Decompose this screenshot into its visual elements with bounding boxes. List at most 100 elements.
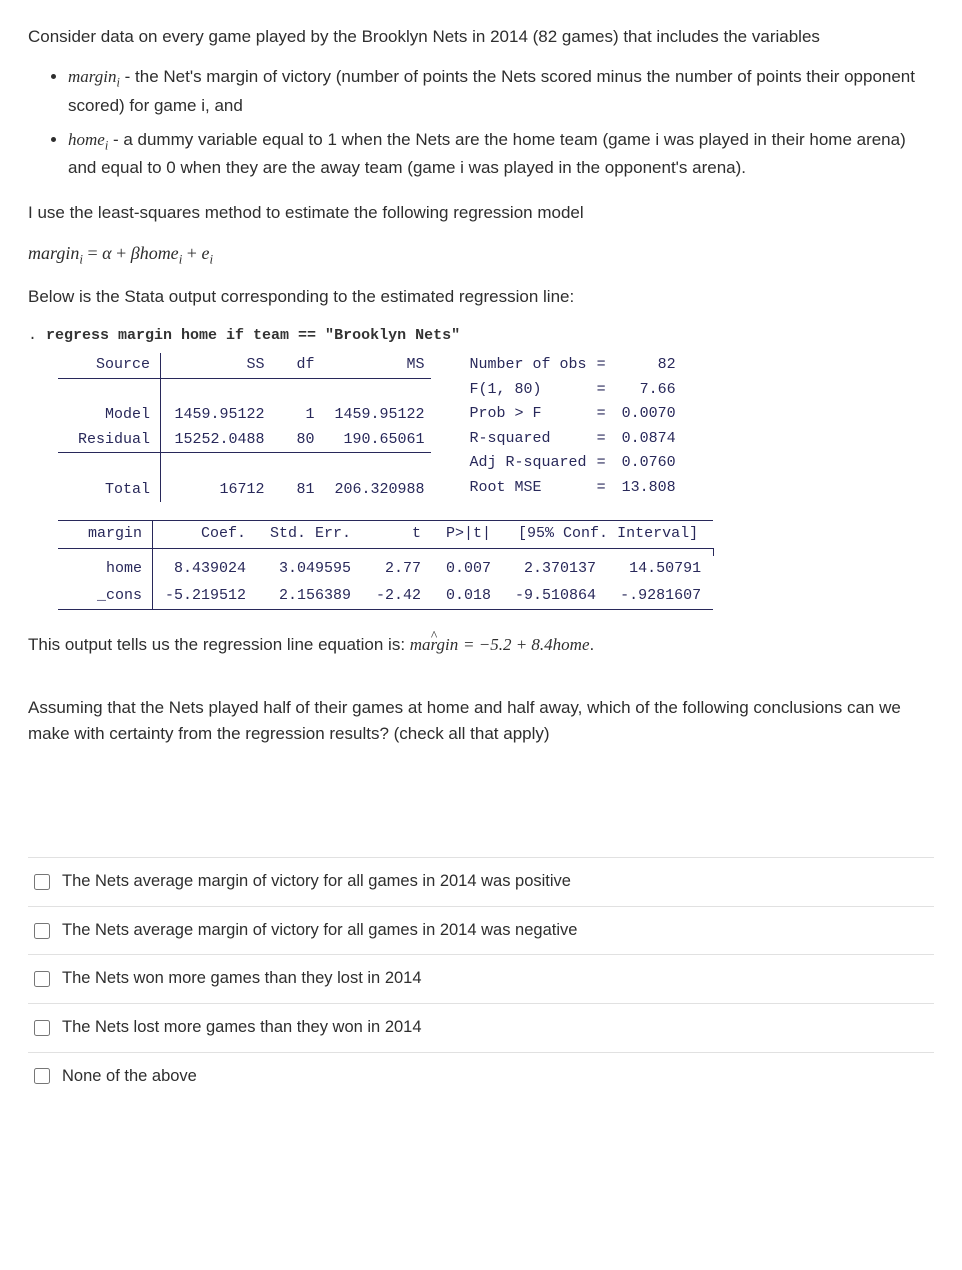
intro-text: Consider data on every game played by th…: [28, 24, 934, 50]
method-text: I use the least-squares method to estima…: [28, 200, 934, 226]
stat-label: F(1, 80): [464, 378, 591, 403]
coef-cell: 0.007: [433, 556, 503, 583]
coef-cell: 3.049595: [258, 556, 363, 583]
margin-hat: margin: [410, 632, 459, 658]
anova-hdr: SS: [161, 353, 271, 378]
coef-hdr: Coef.: [153, 521, 259, 549]
coef-hdr: Std. Err.: [258, 521, 363, 549]
eqn-sub: i: [179, 252, 183, 267]
stata-output: Source SS df MS Model 1459.95122 1 1459.…: [58, 353, 934, 610]
coef-cell: 2.77: [363, 556, 433, 583]
eqn-eq: =: [87, 243, 102, 263]
coef-hdr: [95% Conf. Interval]: [503, 521, 713, 549]
anova-cell: 206.320988: [321, 478, 431, 503]
eqn-alpha: α: [102, 243, 111, 263]
variable-list: margini - the Net's margin of victory (n…: [28, 64, 934, 181]
option-row[interactable]: The Nets average margin of victory for a…: [28, 858, 934, 907]
stat-label: Number of obs: [464, 353, 591, 378]
model-equation: margini = α + βhomei + ei: [28, 240, 934, 270]
stat-label: Prob > F: [464, 402, 591, 427]
side-stats-table: Number of obs=82 F(1, 80)=7.66 Prob > F=…: [464, 353, 682, 500]
option-label: The Nets average margin of victory for a…: [62, 918, 577, 944]
stat-val: 0.0760: [612, 451, 682, 476]
stat-val: 0.0874: [612, 427, 682, 452]
option-label: None of the above: [62, 1064, 197, 1090]
stat-eq: =: [591, 427, 612, 452]
below-text: Below is the Stata output corresponding …: [28, 284, 934, 310]
var-desc: - a dummy variable equal to 1 when the N…: [68, 130, 906, 177]
coef-table: margin Coef. Std. Err. t P>|t| [95% Conf…: [58, 520, 714, 610]
anova-hdr: df: [271, 353, 321, 378]
anova-cell: Residual: [58, 428, 161, 453]
anova-table: Source SS df MS Model 1459.95122 1 1459.…: [58, 353, 431, 502]
stat-val: 7.66: [612, 378, 682, 403]
coef-hdr: P>|t|: [433, 521, 503, 549]
stat-eq: =: [591, 476, 612, 501]
anova-cell: 16712: [161, 478, 271, 503]
cmd-bold: regress margin home if team == "Brooklyn…: [46, 327, 460, 344]
stata-command: . regress margin home if team == "Brookl…: [28, 324, 934, 347]
stat-label: R-squared: [464, 427, 591, 452]
eqn-beta: β: [131, 243, 140, 263]
option-row[interactable]: The Nets average margin of victory for a…: [28, 907, 934, 956]
anova-cell: 1459.95122: [321, 403, 431, 428]
eqn-plus: +: [187, 243, 202, 263]
eqn-rhs: home: [140, 243, 179, 263]
stat-val: 82: [612, 353, 682, 378]
cmd-prefix: .: [28, 327, 46, 344]
coef-cell: _cons: [58, 583, 153, 610]
interp-pre: This output tells us the regression line…: [28, 635, 410, 654]
stat-label: Adj R-squared: [464, 451, 591, 476]
coef-cell: -2.42: [363, 583, 433, 610]
anova-cell: 81: [271, 478, 321, 503]
eqn-sub: i: [209, 252, 213, 267]
anova-cell: Model: [58, 403, 161, 428]
option-checkbox[interactable]: [34, 1068, 50, 1084]
question-text: Assuming that the Nets played half of th…: [28, 695, 934, 748]
list-item: homei - a dummy variable equal to 1 when…: [68, 127, 934, 182]
option-checkbox[interactable]: [34, 971, 50, 987]
coef-cell: -5.219512: [153, 583, 259, 610]
coef-cell: 2.156389: [258, 583, 363, 610]
stat-label: Root MSE: [464, 476, 591, 501]
stat-eq: =: [591, 402, 612, 427]
var-desc: - the Net's margin of victory (number of…: [68, 67, 915, 114]
eqn-sub: i: [79, 252, 83, 267]
anova-hdr: MS: [321, 353, 431, 378]
anova-hdr: Source: [58, 353, 161, 378]
option-checkbox[interactable]: [34, 923, 50, 939]
coef-hdr: margin: [58, 521, 153, 549]
eqn-lhs: margin: [28, 243, 79, 263]
option-checkbox[interactable]: [34, 874, 50, 890]
stat-eq: =: [591, 378, 612, 403]
stat-eq: =: [591, 451, 612, 476]
option-row[interactable]: The Nets lost more games than they won i…: [28, 1004, 934, 1053]
eqn-plus: +: [116, 243, 131, 263]
option-label: The Nets average margin of victory for a…: [62, 869, 571, 895]
coef-cell: 8.439024: [153, 556, 259, 583]
stat-eq: =: [591, 353, 612, 378]
coef-cell: 2.370137: [503, 556, 608, 583]
interpretation-text: This output tells us the regression line…: [28, 632, 934, 658]
stat-val: 0.0070: [612, 402, 682, 427]
coef-cell: -.9281607: [608, 583, 713, 610]
option-row[interactable]: The Nets won more games than they lost i…: [28, 955, 934, 1004]
list-item: margini - the Net's margin of victory (n…: [68, 64, 934, 119]
option-label: The Nets won more games than they lost i…: [62, 966, 422, 992]
anova-cell: 1459.95122: [161, 403, 271, 428]
stat-val: 13.808: [612, 476, 682, 501]
anova-cell: Total: [58, 478, 161, 503]
coef-cell: -9.510864: [503, 583, 608, 610]
coef-cell: 14.50791: [608, 556, 713, 583]
coef-cell: 0.018: [433, 583, 503, 610]
options-list: The Nets average margin of victory for a…: [28, 857, 934, 1100]
anova-cell: 80: [271, 428, 321, 453]
option-label: The Nets lost more games than they won i…: [62, 1015, 422, 1041]
option-row[interactable]: None of the above: [28, 1053, 934, 1101]
var-symbol: home: [68, 130, 105, 149]
option-checkbox[interactable]: [34, 1020, 50, 1036]
anova-cell: 1: [271, 403, 321, 428]
anova-cell: 15252.0488: [161, 428, 271, 453]
interp-rhs: = −5.2 + 8.4home: [463, 635, 590, 654]
interp-suffix: .: [590, 635, 595, 654]
